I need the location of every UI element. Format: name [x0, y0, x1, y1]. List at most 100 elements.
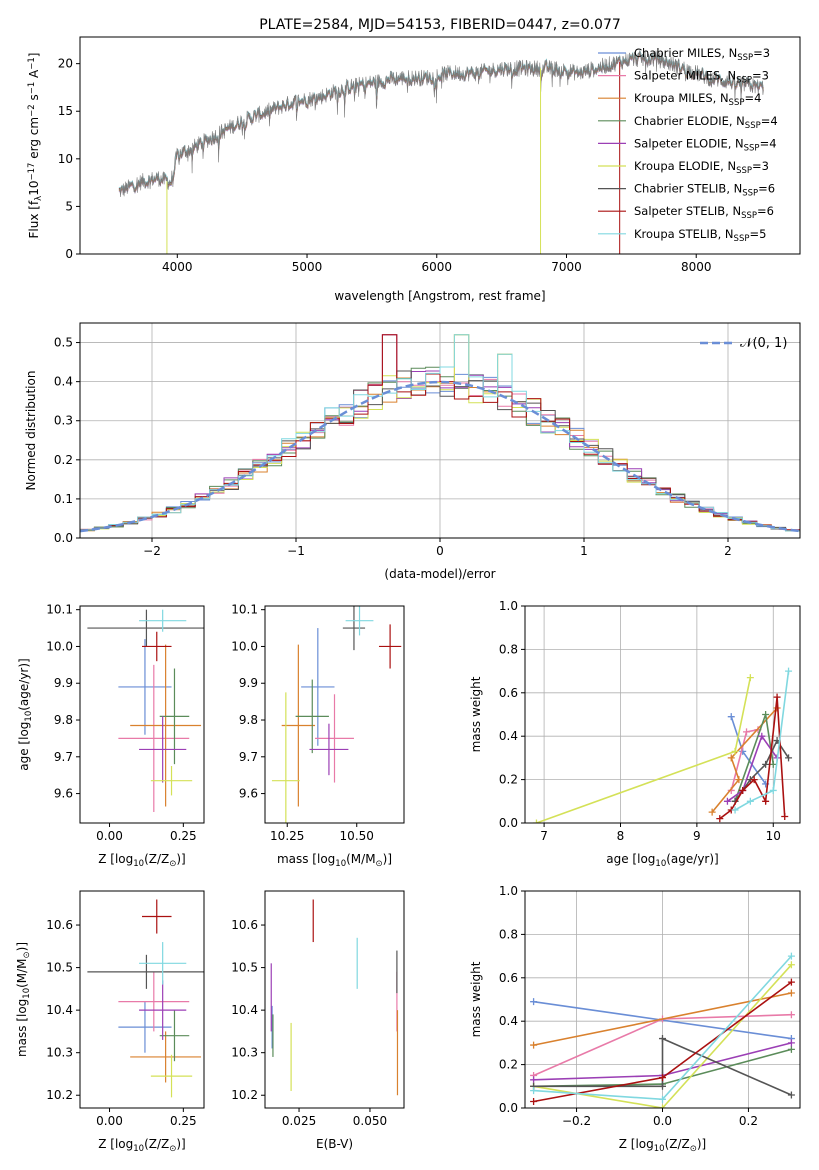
x-tick-label: −1	[287, 544, 305, 558]
weight-marker	[787, 1045, 795, 1053]
y-tick-label: 10.1	[46, 603, 73, 617]
x-tick-label: 0	[436, 544, 444, 558]
x-tick-label: 10	[766, 829, 781, 843]
legend-label: Kroupa STELIB, NSSP=5	[634, 227, 766, 244]
y-axis-label: mass [log10(M/M⊙)]	[15, 942, 32, 1057]
legend-label: Chabrier MILES, NSSP=3	[634, 46, 770, 63]
y-tick-label: 10	[58, 152, 73, 166]
y-tick-label: 10.5	[46, 961, 73, 975]
weight-marker	[762, 760, 770, 768]
y-tick-label: 0.2	[499, 773, 518, 787]
x-tick-label: 10.25	[270, 829, 304, 843]
x-tick-label: 0.00	[96, 829, 123, 843]
y-tick-label: 0.8	[499, 642, 518, 656]
weight-marker	[746, 797, 754, 805]
weight-marker	[758, 732, 766, 740]
plot-area	[80, 334, 800, 533]
x-tick-label: 0.00	[96, 1114, 123, 1128]
x-tick-label: 8000	[681, 260, 712, 274]
y-tick-label: 1.0	[499, 599, 518, 613]
mass-vs-metallicity-panel: 0.00 0.25 10.2 10.3 10.4 10.5 10.6 Z [log10(Z/Z…	[15, 890, 205, 1154]
y-tick-label: 9.8	[54, 713, 73, 727]
weight-marker	[727, 713, 735, 721]
x-tick-label: 9	[693, 829, 701, 843]
y-tick-label: 0.0	[499, 1101, 518, 1115]
x-axis-label: Z [log10(Z/Z⊙)]	[98, 852, 186, 869]
y-tick-label: 0.6	[499, 971, 518, 985]
weight-marker	[787, 1039, 795, 1047]
weight-marker	[787, 989, 795, 997]
x-axis-label: (data-model)/error	[384, 567, 495, 581]
y-tick-label: 0.0	[499, 816, 518, 830]
plot-area	[532, 667, 793, 823]
x-axis-label: Z [log10(Z/Z⊙)]	[98, 1137, 186, 1154]
mass-weight-vs-age-panel: 7 8 9 10 0.0 0.2 0.4 0.6 0.8 1.0 age [log10(age/yr…	[469, 599, 801, 869]
weight-marker	[785, 754, 793, 762]
y-tick-label: 0.4	[499, 729, 518, 743]
axes-frame	[79, 322, 801, 539]
x-tick-label: 0.25	[170, 829, 197, 843]
y-tick-label: 0.0	[54, 531, 73, 545]
weight-marker	[530, 998, 538, 1006]
x-tick-label: 7	[540, 829, 548, 843]
weight-line	[533, 992, 792, 1046]
y-tick-label: 10.3	[46, 1046, 73, 1060]
y-tick-label: 20	[58, 57, 73, 71]
plot-area	[530, 952, 795, 1108]
weight-marker	[716, 815, 724, 823]
y-tick-label: 10.0	[46, 639, 73, 653]
legend-label: Chabrier ELODIE, NSSP=4	[634, 114, 778, 131]
mass-vs-extinction-panel: 0.025 0.050 10.2 10.3 10.4 10.5 10.6 E(B-V)	[231, 890, 405, 1151]
x-axis-label: age [log10(age/yr)]	[606, 852, 718, 869]
legend-label: Salpeter MILES, NSSP=3	[634, 69, 769, 86]
x-tick-label: 0.2	[739, 1114, 758, 1128]
x-tick-label: 8	[617, 829, 625, 843]
weight-marker	[750, 776, 758, 784]
weight-marker	[659, 1095, 666, 1103]
y-tick-label: 0.4	[499, 1014, 518, 1028]
plot-area	[118, 49, 764, 254]
weight-marker	[659, 1074, 666, 1082]
weight-marker	[530, 1041, 538, 1049]
y-tick-label: 10.2	[231, 1088, 258, 1102]
x-tick-label: 7000	[551, 260, 582, 274]
y-tick-label: 10.5	[231, 961, 258, 975]
age-vs-metallicity-panel: 0.00 0.25 9.6 9.7 9.8 9.9 10.0 10.1 Z [log10(Z/Z…	[17, 603, 205, 869]
x-axis-label: wavelength [Angstrom, rest frame]	[334, 289, 545, 303]
legend-label: Kroupa ELODIE, NSSP=3	[634, 159, 769, 176]
y-tick-label: 0.2	[499, 1058, 518, 1072]
y-tick-label: 9.8	[239, 713, 258, 727]
weight-marker	[735, 776, 743, 784]
y-tick-label: 0.1	[54, 492, 73, 506]
y-tick-label: 9.6	[54, 787, 73, 801]
spectrum-data-line	[118, 50, 764, 198]
axes-frame	[264, 890, 405, 1109]
y-tick-label: 10.3	[231, 1046, 258, 1060]
age-vs-mass-panel: 10.25 10.50 9.6 9.7 9.8 9.9 10.0 10.1 mass [log1…	[231, 603, 405, 869]
y-tick-label: 0.6	[499, 686, 518, 700]
y-tick-label: 5	[65, 199, 73, 213]
weight-line	[711, 707, 778, 813]
axes-frame	[524, 890, 801, 1109]
legend-label: Chabrier STELIB, NSSP=6	[634, 182, 775, 199]
weight-marker	[532, 819, 540, 823]
legend-label: Salpeter ELODIE, NSSP=4	[634, 136, 777, 153]
weight-marker	[762, 711, 770, 718]
gaussian-curve	[80, 380, 800, 533]
axes-frame	[524, 605, 801, 824]
x-tick-label: 1	[580, 544, 588, 558]
y-tick-label: 10.2	[46, 1088, 73, 1102]
y-axis-label: Flux [fλ10−17 erg cm−2 s−1 A−1]	[27, 53, 44, 239]
axes-frame	[79, 890, 205, 1109]
y-tick-label: 10.4	[231, 1003, 258, 1017]
weight-marker	[762, 797, 770, 805]
weight-marker	[530, 1097, 538, 1105]
y-axis-label: mass weight	[469, 961, 483, 1037]
y-tick-label: 1.0	[499, 884, 518, 898]
legend-label: Kroupa MILES, NSSP=4	[634, 91, 761, 108]
plot-area	[271, 606, 402, 823]
x-tick-label: 5000	[292, 260, 323, 274]
weight-marker	[787, 961, 795, 969]
y-tick-label: 10.0	[231, 639, 258, 653]
